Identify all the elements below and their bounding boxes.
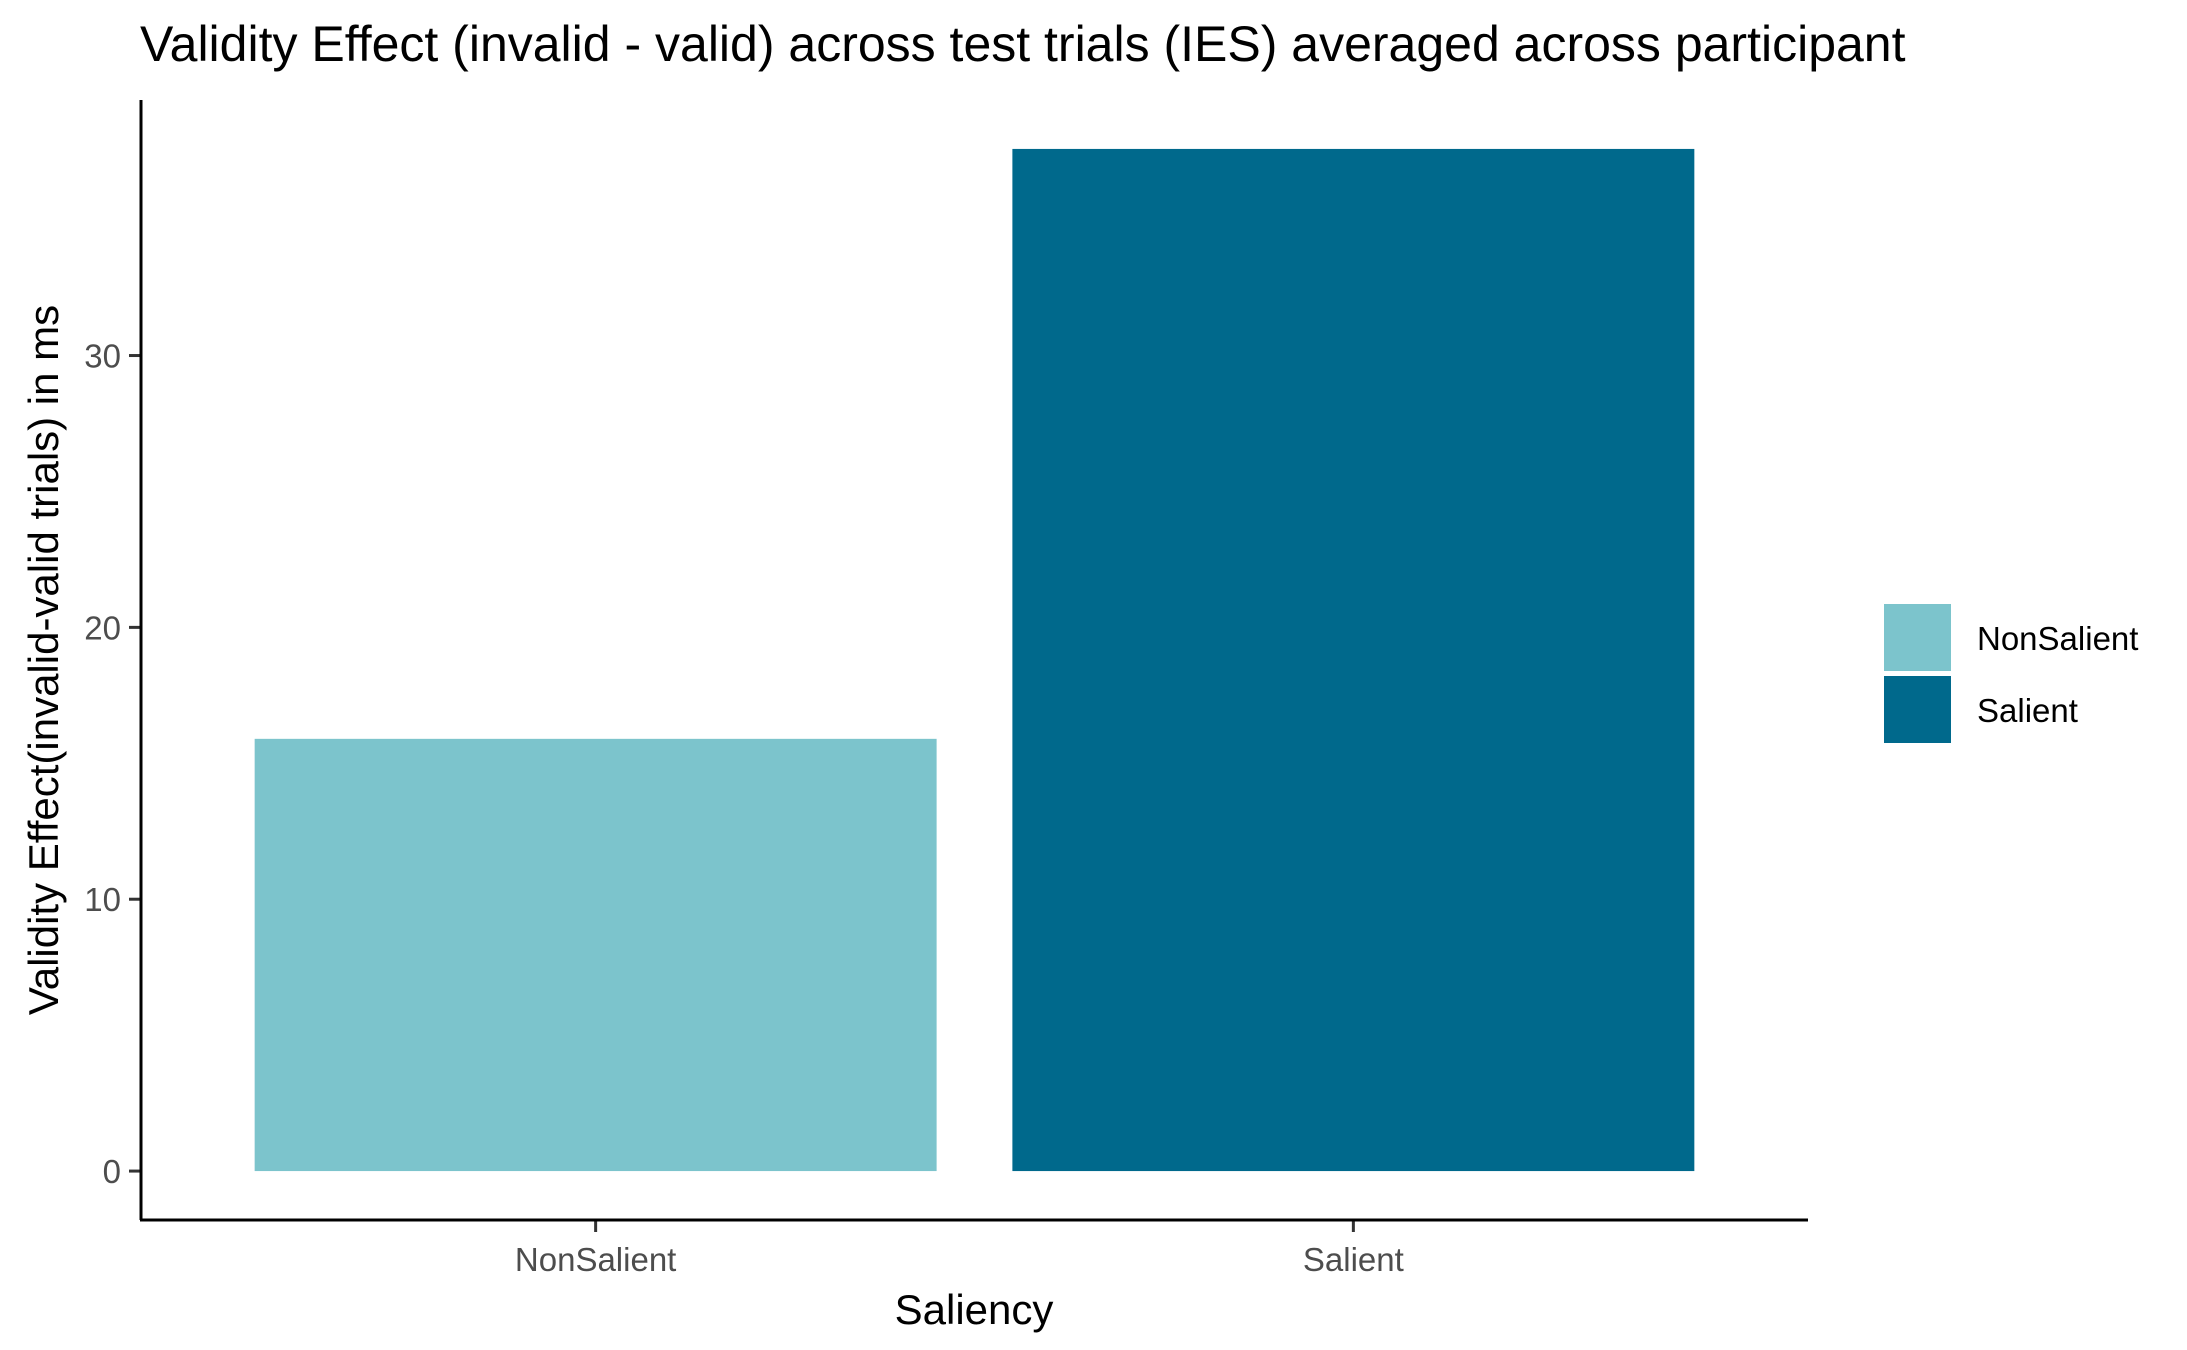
bar-nonsalient	[254, 738, 937, 1172]
y-tick-label: 30	[84, 338, 121, 375]
legend-swatch-salient	[1884, 676, 1951, 743]
x-axis-title: Saliency	[895, 1286, 1054, 1333]
x-tick-label: Salient	[1303, 1241, 1404, 1278]
y-axis-ticks: 0 10 20 30	[84, 338, 141, 1190]
legend: NonSalient Salient	[1884, 604, 2138, 743]
y-tick-label: 20	[84, 609, 121, 646]
bar-salient	[1012, 148, 1695, 1172]
chart-title: Validity Effect (invalid - valid) across…	[140, 16, 1906, 72]
legend-label-salient: Salient	[1977, 692, 2078, 729]
x-axis-ticks: NonSalient Salient	[515, 1220, 1404, 1278]
y-axis-title: Validity Effect(invalid-valid trials) in…	[20, 305, 67, 1015]
y-tick-label: 0	[103, 1153, 121, 1190]
legend-label-nonsalient: NonSalient	[1977, 620, 2138, 657]
y-tick-label: 10	[84, 881, 121, 918]
x-tick-label: NonSalient	[515, 1241, 676, 1278]
bars	[254, 148, 1695, 1172]
legend-swatch-nonsalient	[1884, 604, 1951, 671]
